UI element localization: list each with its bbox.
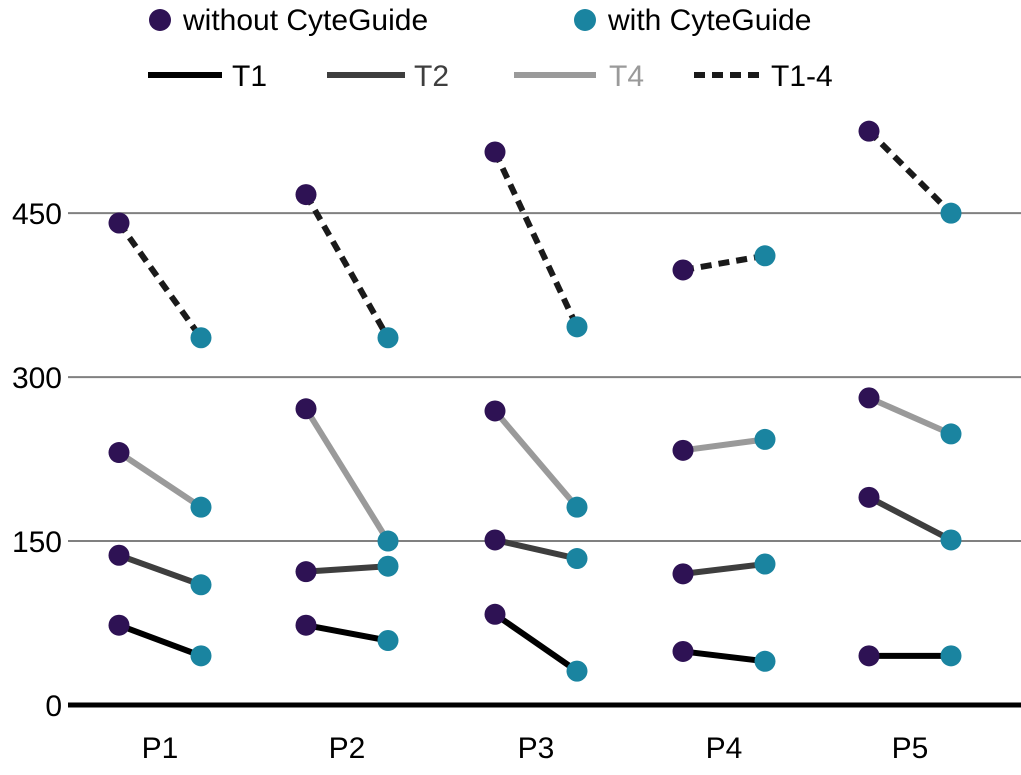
point-with [190,496,212,518]
legend-marker-item: without CyteGuide [149,4,428,37]
legend-line-item: T1 [148,60,267,93]
connector-line [866,129,954,216]
point-without [672,563,694,585]
x-tick-label: P1 [142,732,179,765]
connector-line [492,409,580,510]
legend-line-item: T1-4 [694,60,833,93]
series-layer [108,120,962,682]
point-without [108,212,130,234]
point-without [295,398,317,420]
point-without [672,640,694,662]
point-without [295,561,317,583]
point-with [940,202,962,224]
point-without [672,259,694,281]
point-with [566,496,588,518]
point-with [754,428,776,450]
point-with [377,530,399,552]
connector-line [117,552,203,588]
point-without [858,120,880,142]
connector-line [303,193,391,340]
connector-line [867,395,953,437]
point-with [940,645,962,667]
legend-line-label: T1 [232,60,267,93]
connector-line [303,407,391,543]
connector-line [682,252,766,273]
legend: without CyteGuide with CyteGuide T1 T2 T4 T1-… [148,4,833,93]
point-without [672,439,694,461]
series-t2 [108,486,962,596]
point-with [190,574,212,596]
connector-line [494,537,578,562]
legend-line-item: T4 [514,60,644,93]
legend-marker-dot [149,9,171,31]
connector-line [682,436,766,454]
point-with [566,548,588,570]
legend-line-label: T2 [414,60,449,93]
point-without [295,184,317,206]
point-with [190,327,212,349]
x-tick-label: P5 [892,732,929,765]
series-t1-4 [108,120,962,349]
connector-line [117,450,203,510]
y-tick-label: 150 [12,526,62,559]
legend-line-label: T1-4 [771,60,833,93]
y-tick-label: 300 [12,362,62,395]
connector-line [867,494,953,543]
x-axis: P1 P2 P3 P4 P5 [68,702,1021,765]
legend-marker-label: without CyteGuide [182,4,428,37]
connector-line [305,622,389,644]
y-axis-ticks: 0 150 300 450 [12,198,62,723]
connector-line [493,611,579,674]
legend-line-label: T4 [609,60,644,93]
connector-line [305,563,389,575]
gridlines [68,212,1021,543]
point-without [484,141,506,163]
connector-line [682,561,766,577]
point-with [377,555,399,577]
point-without [484,529,506,551]
legend-marker-label: with CyteGuide [607,4,811,37]
x-tick-label: P4 [706,732,743,765]
connector-line [682,648,766,665]
point-with [754,245,776,267]
point-without [484,400,506,422]
legend-marker-dot [574,9,596,31]
point-with [566,316,588,338]
point-without [108,442,130,464]
legend-marker-item: with CyteGuide [574,4,811,37]
point-without [108,614,130,636]
point-with [940,423,962,445]
point-with [754,650,776,672]
point-with [190,645,212,667]
point-without [858,486,880,508]
point-with [566,660,588,682]
connector-line [116,221,204,340]
connector-line [492,150,580,329]
y-tick-label: 450 [12,198,62,231]
y-tick-label: 0 [45,690,62,723]
point-without [295,614,317,636]
point-without [858,387,880,409]
point-with [377,327,399,349]
x-tick-label: P2 [329,732,366,765]
series-t1 [108,603,962,682]
x-tick-label: P3 [518,732,555,765]
point-with [377,630,399,652]
connector-line [117,622,203,659]
series-t4 [108,387,962,552]
point-without [108,544,130,566]
point-without [484,603,506,625]
point-without [858,645,880,667]
point-with [940,529,962,551]
legend-line-item: T2 [327,60,449,93]
point-with [754,553,776,575]
